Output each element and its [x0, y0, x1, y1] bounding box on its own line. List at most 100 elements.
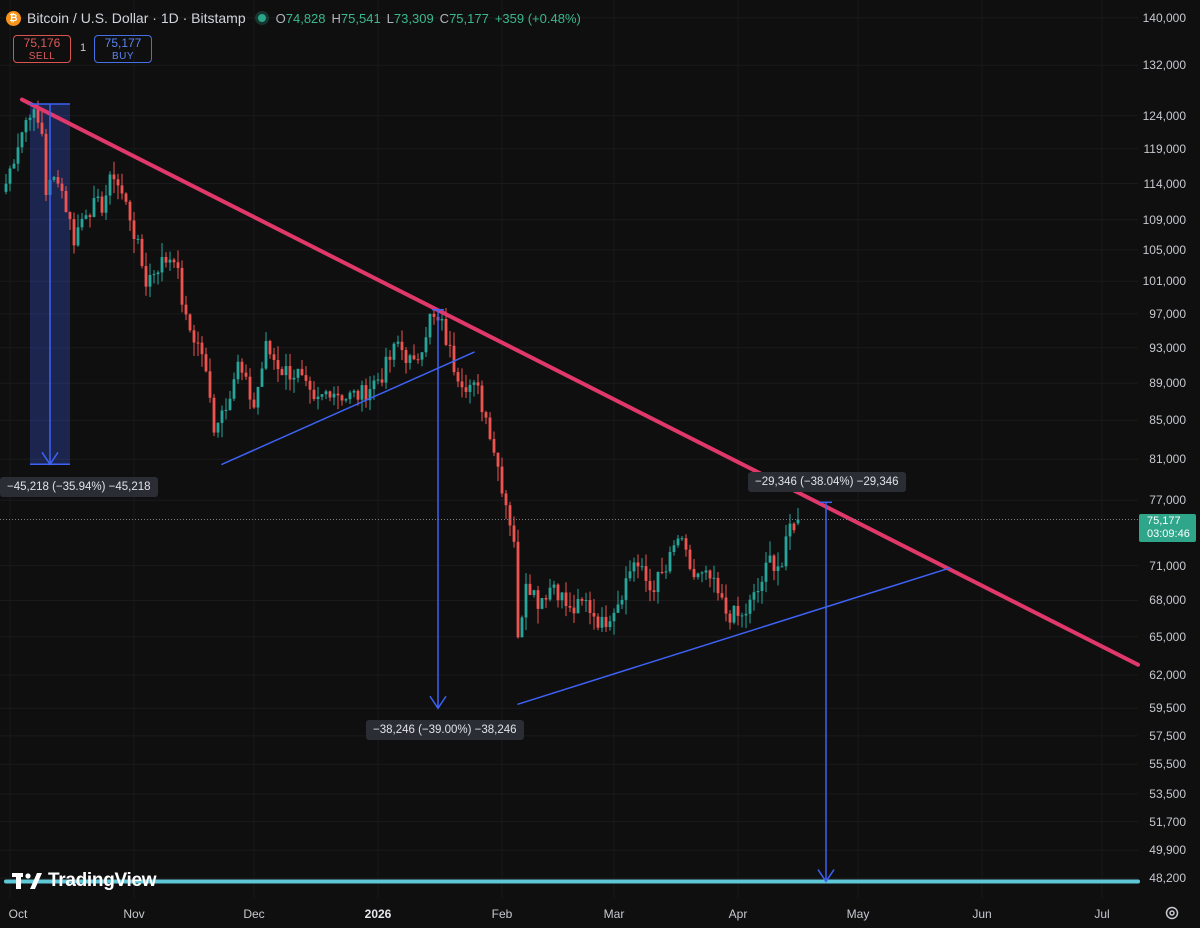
candle-body — [240, 361, 244, 373]
candle-body — [780, 566, 784, 568]
candle-body — [704, 570, 708, 573]
candle-body — [740, 615, 744, 617]
time-tick-label: Oct — [8, 907, 28, 921]
candle-body — [660, 572, 664, 574]
time-tick-label: Jul — [1094, 907, 1110, 921]
candle-body — [64, 190, 68, 213]
candle-body — [304, 375, 308, 381]
price-tick-label: 49,900 — [1149, 843, 1186, 858]
candle-body — [576, 599, 580, 614]
candle-body — [784, 536, 788, 567]
candle-body — [676, 538, 680, 546]
candle-body — [120, 185, 124, 194]
candle-body — [496, 452, 500, 467]
buy-button[interactable]: 75,177 BUY — [94, 35, 152, 63]
candle-body — [56, 177, 60, 184]
candle-body — [544, 598, 548, 600]
quantity-value[interactable]: 1 — [80, 42, 87, 54]
candle-body — [152, 274, 156, 276]
price-tick-label: 68,000 — [1149, 593, 1186, 608]
measurement-label-drop-1: −45,218 (−35.94%) −45,218 — [0, 477, 158, 497]
open-label: O — [275, 10, 286, 26]
low-label: L — [386, 10, 394, 26]
measurement-text-drop-1: −45,218 (−35.94%) −45,218 — [7, 481, 151, 493]
candle-body — [408, 355, 412, 363]
tradingview-logo[interactable]: TradingView — [12, 870, 157, 892]
current-price-value: 75,177 — [1147, 515, 1181, 527]
candle-body — [248, 376, 252, 400]
candle-body — [296, 368, 300, 378]
candle-body — [156, 272, 160, 275]
candle-body — [588, 600, 592, 613]
candle-body — [760, 581, 764, 591]
candle-body — [256, 386, 260, 408]
candle-body — [528, 583, 532, 596]
price-tick-label: 55,500 — [1149, 757, 1186, 772]
candle-body — [180, 268, 184, 305]
price-tick-label: 140,000 — [1142, 10, 1186, 25]
candle-body — [292, 377, 296, 380]
candle-body — [504, 493, 508, 506]
price-tick-label: 53,500 — [1149, 787, 1186, 801]
candle-body — [268, 341, 272, 355]
candle-body — [344, 399, 348, 401]
bar-countdown: 03:09:46 — [1147, 528, 1190, 540]
candle-body — [456, 372, 460, 382]
candle-body — [624, 578, 628, 600]
candle-body — [608, 621, 612, 628]
candle-body — [512, 525, 516, 542]
candle-body — [124, 193, 128, 202]
price-tick-label: 97,000 — [1149, 306, 1186, 321]
candle-body — [404, 350, 408, 363]
price-tick-label: 48,200 — [1149, 871, 1186, 886]
candle-body — [796, 519, 800, 524]
candle-body — [232, 379, 236, 399]
candle-body — [460, 381, 464, 388]
price-tick-label: 119,000 — [1143, 141, 1187, 156]
grid-lines — [0, 0, 1138, 898]
candle-body — [44, 133, 48, 195]
candle-body — [32, 109, 36, 118]
candle-body — [640, 566, 644, 568]
candle-body — [284, 366, 288, 376]
symbol-title[interactable]: Bitcoin / U.S. Dollar · 1D · Bitstamp — [27, 10, 246, 26]
close-label: C — [439, 10, 450, 26]
candle-body — [364, 385, 368, 401]
candle-body — [352, 390, 356, 393]
candle-body — [272, 354, 276, 361]
candle-body — [300, 368, 304, 376]
candle-body — [648, 580, 652, 591]
candle-body — [568, 606, 572, 608]
candle-body — [356, 390, 360, 400]
time-tick-label: Nov — [123, 907, 145, 921]
sell-label: SELL — [28, 51, 56, 62]
candle-body — [708, 570, 712, 579]
candle-body — [320, 394, 324, 397]
price-tick-label: 89,000 — [1149, 376, 1186, 391]
candle-body — [488, 417, 492, 440]
candle-body — [744, 613, 748, 616]
open-value: 74,828 — [285, 10, 326, 26]
candle-body — [112, 174, 116, 180]
candle-body — [264, 341, 268, 369]
price-tick-label: 77,000 — [1149, 493, 1186, 508]
measurement-label-drop-2: −38,246 (−39.00%) −38,246 — [366, 720, 524, 740]
candle-body — [500, 466, 504, 494]
candle-body — [68, 212, 72, 220]
price-tick-label: 132,000 — [1142, 58, 1186, 73]
candle-body — [672, 545, 676, 552]
price-tick-label: 114,000 — [1143, 176, 1187, 191]
gear-icon[interactable] — [1164, 905, 1180, 921]
candle-body — [348, 392, 352, 400]
candle-body — [108, 174, 112, 196]
time-tick-label: 2026 — [364, 907, 392, 921]
candle-body — [476, 382, 480, 386]
sell-button[interactable]: 75,176 SELL — [13, 35, 71, 63]
high-label: H — [331, 10, 341, 26]
candle-body — [100, 196, 104, 213]
candle-body — [312, 389, 316, 400]
candle-body — [132, 220, 136, 240]
candle-body — [412, 355, 416, 360]
candle-body — [424, 337, 428, 353]
